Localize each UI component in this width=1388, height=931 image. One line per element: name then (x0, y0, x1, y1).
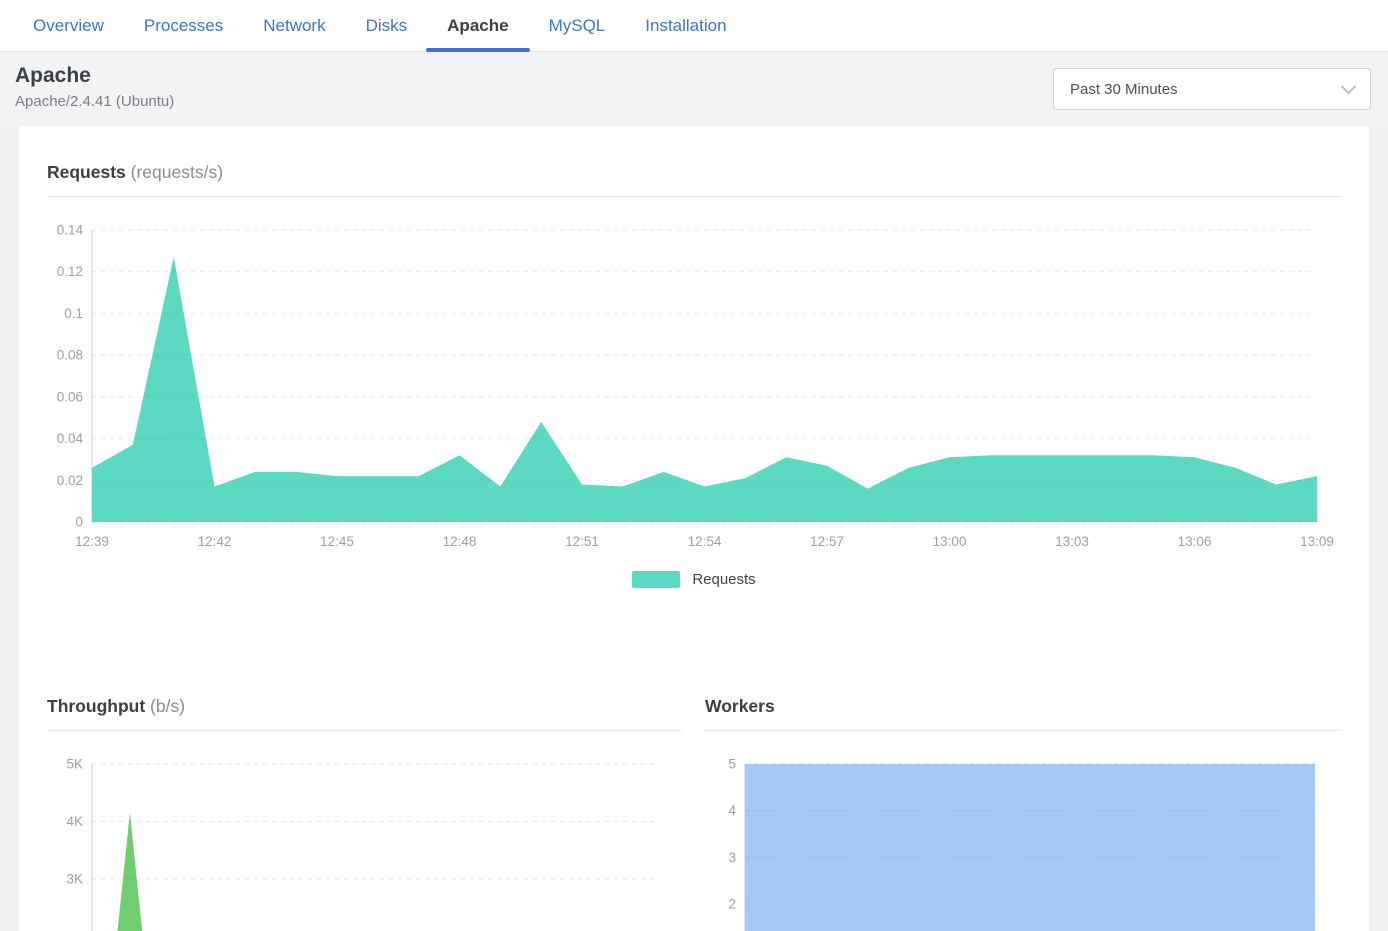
svg-text:5K: 5K (66, 757, 83, 772)
tab-overview[interactable]: Overview (33, 15, 104, 35)
throughput-section: Throughput (b/s) 5K 4K 3K (47, 696, 682, 931)
svg-text:0.06: 0.06 (57, 389, 83, 404)
svg-text:12:51: 12:51 (565, 534, 599, 549)
svg-text:12:57: 12:57 (810, 534, 844, 549)
tab-apache[interactable]: Apache (426, 0, 531, 52)
requests-chart-title: Requests (requests/s) (47, 162, 1341, 183)
time-range-dropdown[interactable]: Past 30 Minutes (1053, 68, 1371, 110)
page-header: Apache Apache/2.4.41 (Ubuntu) Past 30 Mi… (0, 52, 1388, 126)
divider (705, 730, 1341, 731)
svg-text:4K: 4K (66, 814, 83, 829)
chevron-down-icon (1340, 78, 1357, 94)
workers-chart-title: Workers (705, 696, 1341, 717)
svg-text:0: 0 (75, 515, 83, 530)
bottom-charts-row: Throughput (b/s) 5K 4K 3K Workers 5 4 3 2 (47, 696, 1341, 931)
svg-text:13:03: 13:03 (1055, 534, 1089, 549)
tab-network[interactable]: Network (263, 15, 326, 35)
svg-text:0.1: 0.1 (64, 306, 83, 321)
svg-text:0.12: 0.12 (57, 264, 83, 279)
svg-text:0.04: 0.04 (57, 431, 84, 446)
svg-text:13:06: 13:06 (1178, 534, 1212, 549)
throughput-title-text: Throughput (47, 696, 146, 716)
workers-title-text: Workers (705, 696, 775, 716)
divider (47, 196, 1341, 197)
svg-text:3: 3 (728, 850, 736, 865)
svg-text:3K: 3K (66, 872, 83, 887)
workers-section: Workers 5 4 3 2 (705, 696, 1341, 931)
svg-text:4: 4 (728, 803, 736, 818)
divider (47, 730, 682, 731)
svg-text:0.14: 0.14 (57, 223, 84, 238)
legend-swatch-requests (632, 571, 681, 588)
tab-mysql[interactable]: MySQL (548, 15, 606, 35)
svg-text:2: 2 (728, 897, 736, 912)
tab-bar: Overview Processes Network Disks Apache … (0, 0, 1388, 52)
tab-installation[interactable]: Installation (645, 15, 727, 35)
requests-title-unit: (requests/s) (130, 162, 224, 182)
tab-disks[interactable]: Disks (365, 15, 408, 35)
requests-title-text: Requests (47, 162, 126, 182)
time-range-value: Past 30 Minutes (1070, 80, 1178, 98)
svg-text:13:00: 13:00 (933, 534, 967, 549)
page-title: Apache (15, 64, 91, 87)
legend-label-requests: Requests (692, 571, 756, 588)
workers-chart: 5 4 3 2 (728, 757, 1315, 931)
content-card: Requests (requests/s) 0 0.02 0.04 0.06 0.08 0… (19, 126, 1369, 931)
svg-text:12:42: 12:42 (198, 534, 232, 549)
throughput-chart-title: Throughput (b/s) (47, 696, 682, 717)
requests-section: Requests (requests/s) 0 0.02 0.04 0.06 0.08 0… (47, 162, 1341, 588)
svg-text:12:54: 12:54 (688, 534, 722, 549)
svg-text:12:48: 12:48 (443, 534, 477, 549)
svg-text:13:09: 13:09 (1300, 534, 1334, 549)
svg-text:0.02: 0.02 (57, 473, 83, 488)
server-version: Apache/2.4.41 (Ubuntu) (15, 93, 175, 110)
svg-text:12:39: 12:39 (75, 534, 109, 549)
svg-text:0.08: 0.08 (57, 348, 83, 363)
tab-processes[interactable]: Processes (143, 15, 224, 35)
svg-text:12:45: 12:45 (320, 534, 354, 549)
throughput-chart: 5K 4K 3K (66, 757, 660, 931)
svg-text:5: 5 (728, 757, 736, 772)
requests-chart: 0 0.02 0.04 0.06 0.08 0.1 0.12 0.14 12:39 12:42 12… (57, 223, 1334, 550)
requests-legend: Requests (47, 571, 1341, 588)
throughput-title-unit: (b/s) (150, 696, 186, 716)
